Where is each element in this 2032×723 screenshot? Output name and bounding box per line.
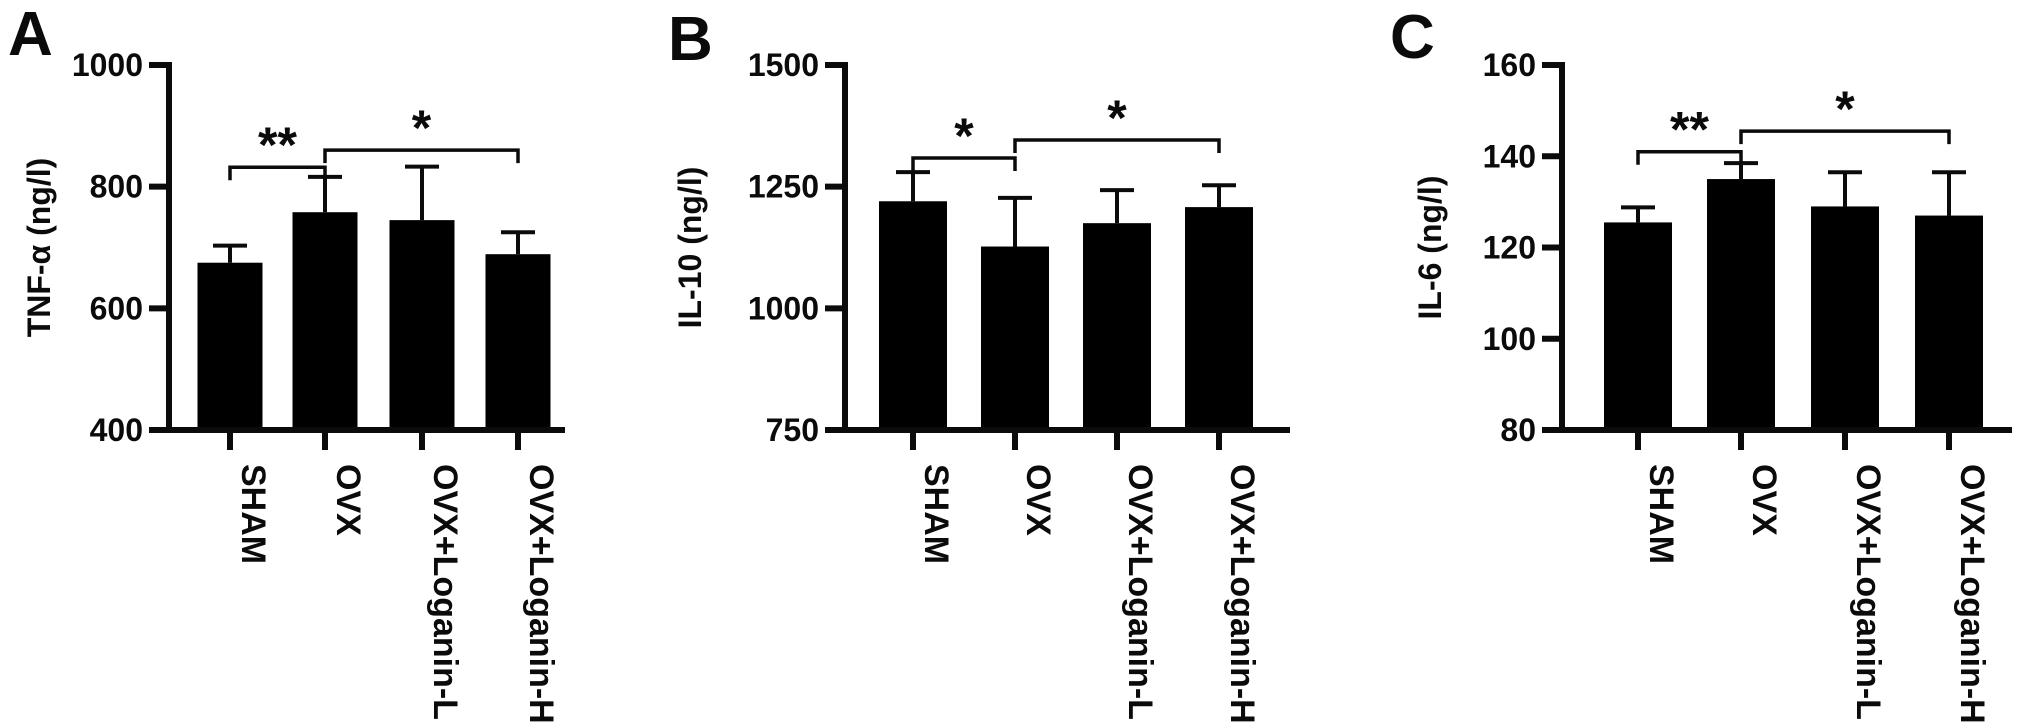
bar-OVX+Loganin-L [1083,223,1151,433]
bar-SHAM [1604,222,1672,433]
bar-OVX [1707,179,1775,433]
x-category-label: OVX+Loganin-H [522,464,560,723]
x-category-label: OVX+Loganin-L [1121,464,1159,720]
y-tick-label: 140 [1483,138,1536,174]
significance-label: ** [1670,102,1709,158]
y-tick-label: 600 [90,290,143,326]
bar-OVX+Loganin-L [1811,206,1879,433]
significance-bracket-1 [228,165,327,181]
panel-B: 750 1000 1250 1500 SHAM OVX OVX+Loganin-L OVX+L… [668,5,1290,723]
x-category-label: OVX+Loganin-L [426,464,464,720]
x-category-label: OVX+Loganin-L [1849,464,1887,720]
y-tick-label: 120 [1483,230,1536,266]
bar-OVX [981,246,1049,433]
y-tick-label: 1500 [748,47,819,83]
y-axis-title: TNF-α (ng/l) [21,158,57,338]
bar-OVX+Loganin-H [1915,215,1983,433]
x-category-label: OVX+Loganin-H [1223,464,1261,723]
significance-bracket-2 [1739,129,1951,145]
significance-bracket-1 [1636,149,1743,165]
x-category-label: SHAM [1642,464,1680,564]
y-tick-label: 80 [1500,412,1536,448]
significance-label: * [1835,81,1855,137]
y-tick-label: 400 [90,412,143,448]
panel-letter: C [1390,3,1435,72]
panel-letter: A [8,0,53,69]
bar-OVX+Loganin-L [389,220,455,433]
significance-bracket-2 [323,148,520,164]
bar-OVX+Loganin-H [485,254,551,433]
significance-bracket-1 [911,156,1017,171]
bar-SHAM [879,201,947,433]
y-tick-label: 800 [90,169,143,205]
significance-label: * [412,100,432,156]
y-tick-label: 1000 [748,290,819,326]
significance-label: * [954,108,974,164]
y-tick-label: 750 [766,412,819,448]
x-category-label: OVX [1019,464,1057,536]
significance-label: * [1107,90,1127,146]
y-tick-label: 160 [1483,47,1536,83]
bar-OVX [292,212,358,433]
x-category-label: SHAM [917,464,955,564]
x-category-label: OVX+Loganin-H [1953,464,1991,723]
y-tick-label: 1000 [72,47,143,83]
panel-C: 80 100 120 140 160 SHAM OVX OVX+Loganin-L OVX+Lo… [1390,3,2012,723]
y-tick-label: 100 [1483,321,1536,357]
y-axis-title: IL-6 (ng/l) [1412,176,1448,320]
x-category-label: OVX [1745,464,1783,536]
bar-OVX+Loganin-H [1185,207,1253,433]
x-category-label: SHAM [234,464,272,564]
y-tick-label: 1250 [748,169,819,205]
y-axis-title: IL-10 (ng/l) [672,167,708,329]
panel-letter: B [668,5,713,74]
significance-bracket-2 [1013,138,1221,153]
panel-A: 400 600 800 1000 SHAM OVX OVX+Loganin-L OVX+Log… [8,0,565,723]
bar-SHAM [197,262,263,433]
significance-label: ** [258,117,297,173]
x-category-label: OVX [329,464,367,536]
